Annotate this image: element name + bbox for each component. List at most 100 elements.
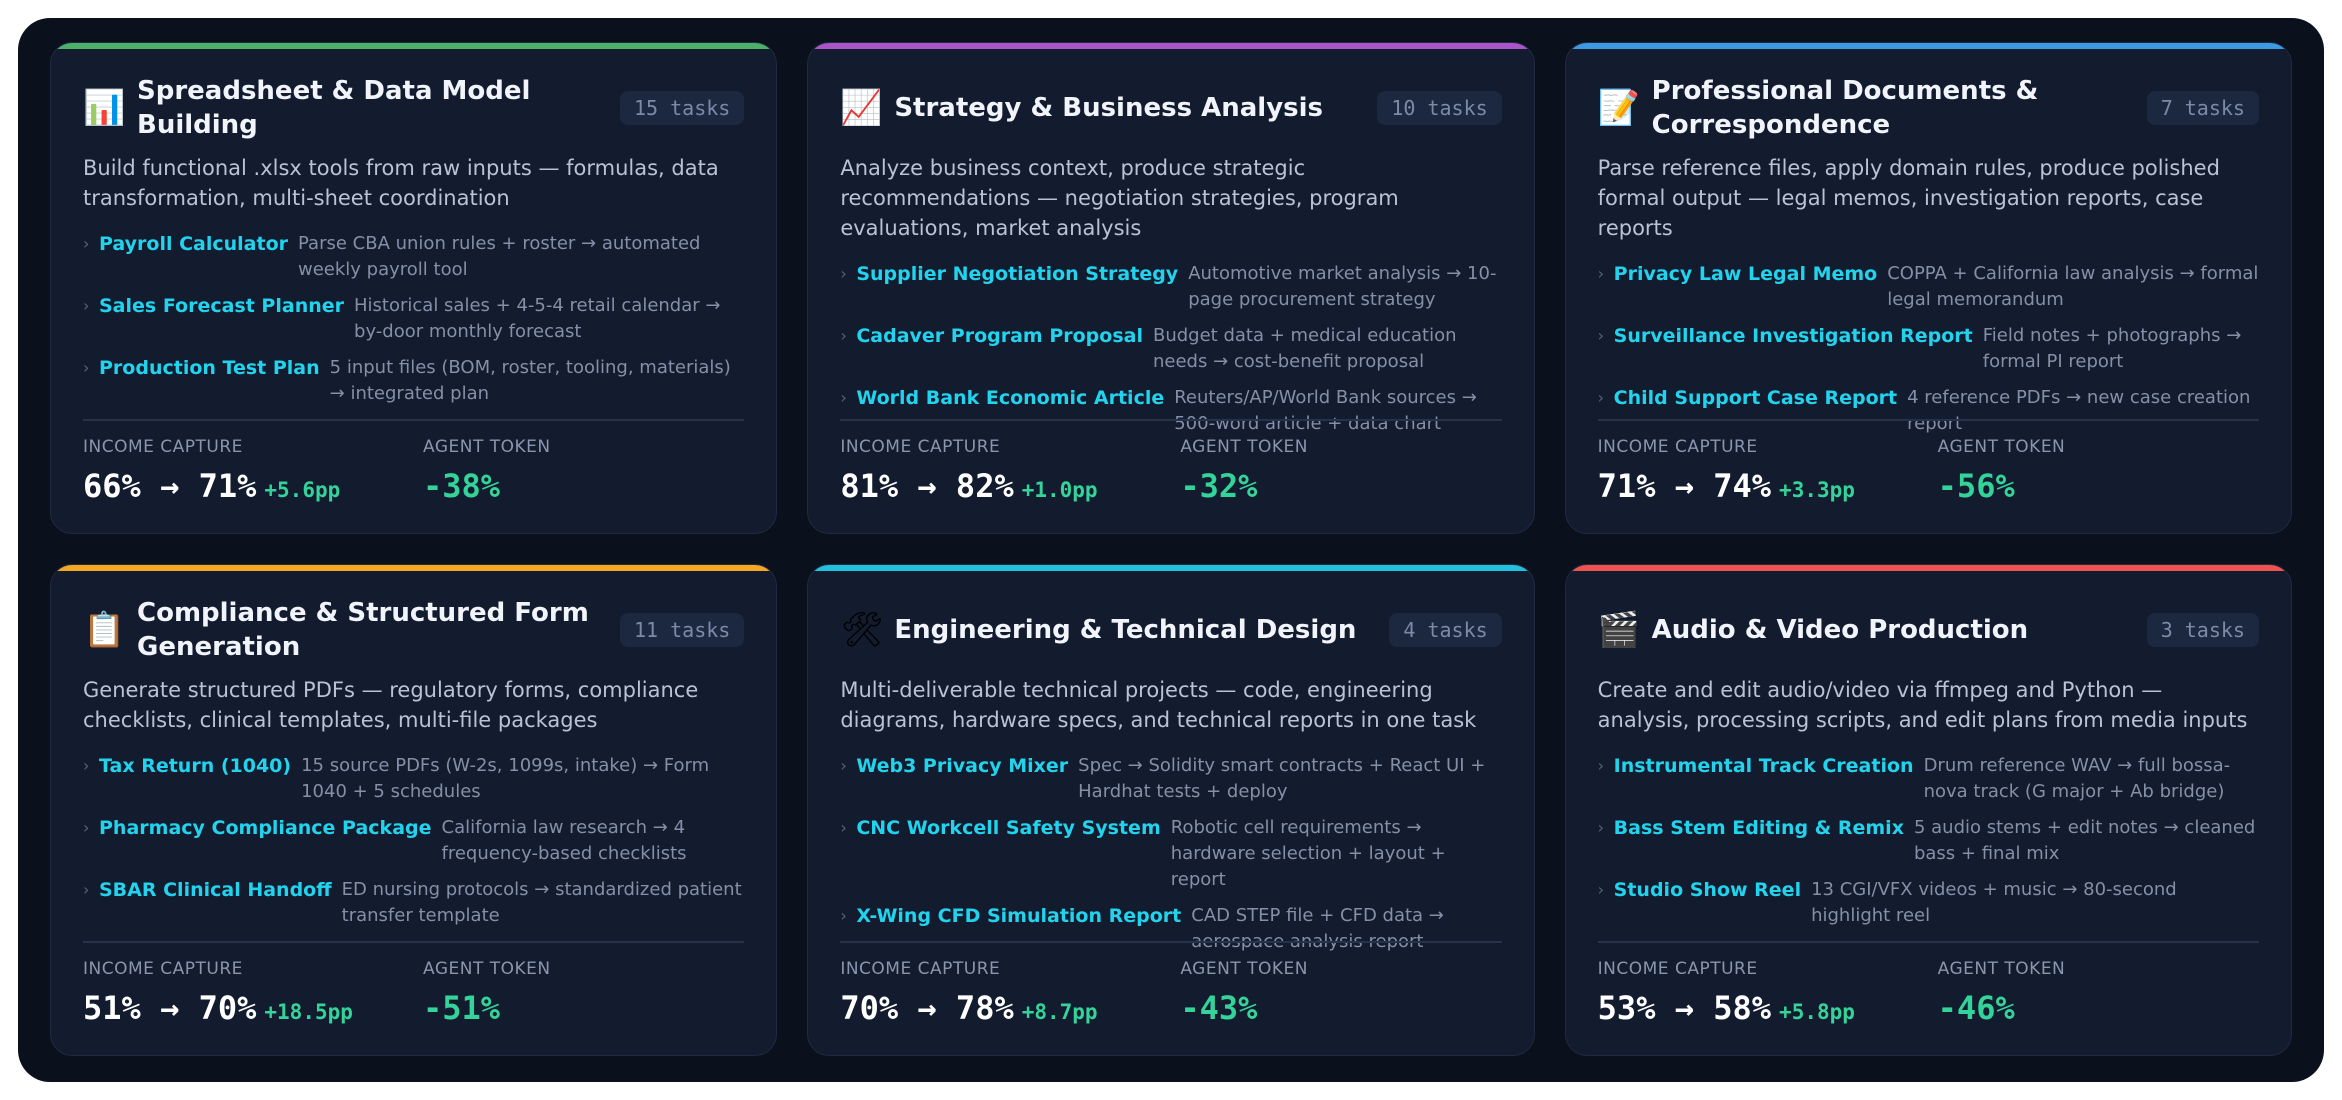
income-range: 53% → 58% [1597, 989, 1772, 1027]
agent-token-value: -38% [423, 467, 501, 505]
task-count-badge: 4 tasks [1389, 613, 1502, 647]
income-capture-value: 81% → 82% +1.0pp [840, 467, 1180, 505]
chevron-right-icon: › [83, 756, 90, 775]
task-description: 15 source PDFs (W-2s, 1099s, intake) → F… [301, 755, 710, 802]
task-list: › Payroll Calculator Parse CBA union rules… [83, 231, 744, 407]
category-card: 📋 Compliance & Structured Form Generatio… [50, 564, 778, 1056]
task-item: › X-Wing CFD Simulation Report CAD STEP fi… [840, 903, 1501, 955]
income-delta: +18.5pp [264, 1000, 353, 1024]
metrics-row: INCOME CAPTURE 51% → 70% +18.5pp AGENT TO… [83, 959, 763, 1027]
income-capture-label: INCOME CAPTURE [83, 437, 243, 457]
task-description: Budget data + medical education needs → … [1152, 325, 1457, 372]
task-description: Robotic cell requirements → hardware sel… [1170, 817, 1446, 890]
task-description: 13 CGI/VFX videos + music → 80-second hi… [1811, 879, 2177, 926]
agent-token-metric: AGENT TOKEN -56% [1938, 437, 2278, 505]
category-card: 📝 Professional Documents & Correspondenc… [1564, 42, 2292, 534]
card-description: Create and edit audio/video via ffmpeg a… [1597, 678, 2248, 732]
memo-icon: 📝 [1597, 88, 1640, 128]
task-item: › Web3 Privacy Mixer Spec → Solidity smart… [840, 753, 1501, 805]
agent-token-label: AGENT TOKEN [1937, 437, 2066, 457]
task-name: Tax Return (1040) [99, 755, 292, 777]
task-item: › Tax Return (1040) 15 source PDFs (W-2s, … [83, 753, 744, 805]
task-item: › Cadaver Program Proposal Budget data + m… [840, 323, 1501, 375]
task-list: › Tax Return (1040) 15 source PDFs (W-2s, … [83, 753, 744, 929]
task-name: Bass Stem Editing & Remix [1613, 817, 1904, 839]
task-name: Payroll Calculator [99, 233, 289, 255]
card-title-wrap: 📋 Compliance & Structured Form Generatio… [83, 596, 603, 664]
agent-token-value: -32% [1180, 467, 1258, 505]
income-capture-metric: INCOME CAPTURE 53% → 58% +5.8pp [1598, 959, 1938, 1027]
income-capture-value: 51% → 70% +18.5pp [83, 989, 423, 1027]
task-name: Surveillance Investigation Report [1613, 325, 1973, 347]
task-item: › Payroll Calculator Parse CBA union rules… [83, 231, 744, 283]
card-accent-bar [1565, 43, 2291, 49]
task-name: Pharmacy Compliance Package [99, 817, 432, 839]
chevron-right-icon: › [83, 818, 90, 837]
task-item: › Production Test Plan 5 input files (BOM,… [83, 355, 744, 407]
task-item: › Bass Stem Editing & Remix 5 audio stems … [1598, 815, 2259, 867]
chevron-right-icon: › [1597, 264, 1605, 283]
task-description: Reuters/AP/World Bank sources → 500-word… [1174, 387, 1477, 434]
card-description: Generate structured PDFs — regulatory fo… [83, 678, 699, 732]
card-divider [1597, 941, 2259, 943]
task-list: › Privacy Law Legal Memo COPPA + Californi… [1598, 261, 2259, 437]
tools-icon: 🛠 [840, 610, 884, 650]
dashboard-frame: 📊 Spreadsheet & Data Model Building 15 t… [18, 18, 2324, 1082]
task-count-badge: 10 tasks [1377, 91, 1502, 125]
card-accent-bar [808, 565, 1534, 571]
card-header: 📈 Strategy & Business Analysis 10 tasks [840, 73, 1502, 143]
card-accent-bar [51, 565, 777, 571]
task-item: › Surveillance Investigation Report Field … [1598, 323, 2259, 375]
card-accent-bar [51, 43, 777, 49]
task-description: Parse CBA union rules + roster → automat… [298, 233, 701, 280]
bar-chart-icon: 📊 [83, 88, 126, 128]
task-count-badge: 15 tasks [620, 91, 745, 125]
task-description: ED nursing protocols → standardized pati… [341, 879, 742, 926]
agent-token-metric: AGENT TOKEN -51% [423, 959, 763, 1027]
task-item: › Privacy Law Legal Memo COPPA + Californi… [1598, 261, 2259, 313]
card-divider [1597, 419, 2259, 421]
card-title-wrap: 🛠 Engineering & Technical Design [840, 613, 1356, 647]
task-list: › Web3 Privacy Mixer Spec → Solidity smart… [840, 753, 1501, 955]
chevron-right-icon: › [840, 326, 847, 345]
category-grid: 📊 Spreadsheet & Data Model Building 15 t… [50, 42, 2292, 1058]
income-capture-metric: INCOME CAPTURE 81% → 82% +1.0pp [840, 437, 1180, 505]
agent-token-metric: AGENT TOKEN -46% [1938, 959, 2278, 1027]
card-divider [83, 941, 745, 943]
task-description: California law research → 4 frequency-ba… [441, 817, 687, 864]
metrics-row: INCOME CAPTURE 70% → 78% +8.7pp AGENT TOK… [840, 959, 1520, 1027]
income-delta: +3.3pp [1779, 478, 1855, 502]
card-title-wrap: 📊 Spreadsheet & Data Model Building [83, 74, 603, 142]
task-description: Automotive market analysis → 10-page pro… [1188, 263, 1497, 310]
clapper-icon: 🎬 [1597, 610, 1640, 650]
card-header: 📊 Spreadsheet & Data Model Building 15 t… [83, 73, 745, 143]
task-item: › Supplier Negotiation Strategy Automotive… [840, 261, 1501, 313]
chevron-right-icon: › [840, 264, 847, 283]
agent-token-value: -43% [1180, 989, 1258, 1027]
task-name: CNC Workcell Safety System [856, 817, 1161, 839]
card-description: Analyze business context, produce strate… [840, 156, 1399, 240]
task-name: Studio Show Reel [1613, 879, 1802, 901]
income-delta: +5.8pp [1779, 1000, 1855, 1024]
agent-token-label: AGENT TOKEN [1180, 437, 1308, 457]
card-description: Parse reference files, apply domain rule… [1597, 156, 2220, 240]
chevron-right-icon: › [1597, 388, 1605, 407]
chevron-right-icon: › [1597, 880, 1605, 899]
chevron-right-icon: › [840, 756, 847, 775]
card-title: Engineering & Technical Design [894, 615, 1357, 645]
task-description: 4 reference PDFs → new case creation rep… [1907, 387, 2251, 434]
income-delta: +5.6pp [264, 478, 341, 502]
agent-token-value: -56% [1937, 467, 2015, 505]
task-item: › Child Support Case Report 4 reference PD… [1598, 385, 2259, 437]
card-divider [840, 419, 1502, 421]
chevron-right-icon: › [1597, 326, 1605, 345]
card-title: Professional Documents & Correspondence [1651, 76, 2039, 140]
agent-token-metric: AGENT TOKEN -38% [423, 437, 763, 505]
chevron-right-icon: › [83, 880, 90, 899]
task-name: Sales Forecast Planner [99, 295, 345, 317]
category-card: 🎬 Audio & Video Production 3 tasks Creat… [1564, 564, 2292, 1056]
card-header: 📋 Compliance & Structured Form Generatio… [83, 595, 745, 665]
income-range: 71% → 74% [1597, 467, 1772, 505]
income-capture-metric: INCOME CAPTURE 70% → 78% +8.7pp [840, 959, 1180, 1027]
agent-token-label: AGENT TOKEN [423, 437, 551, 457]
